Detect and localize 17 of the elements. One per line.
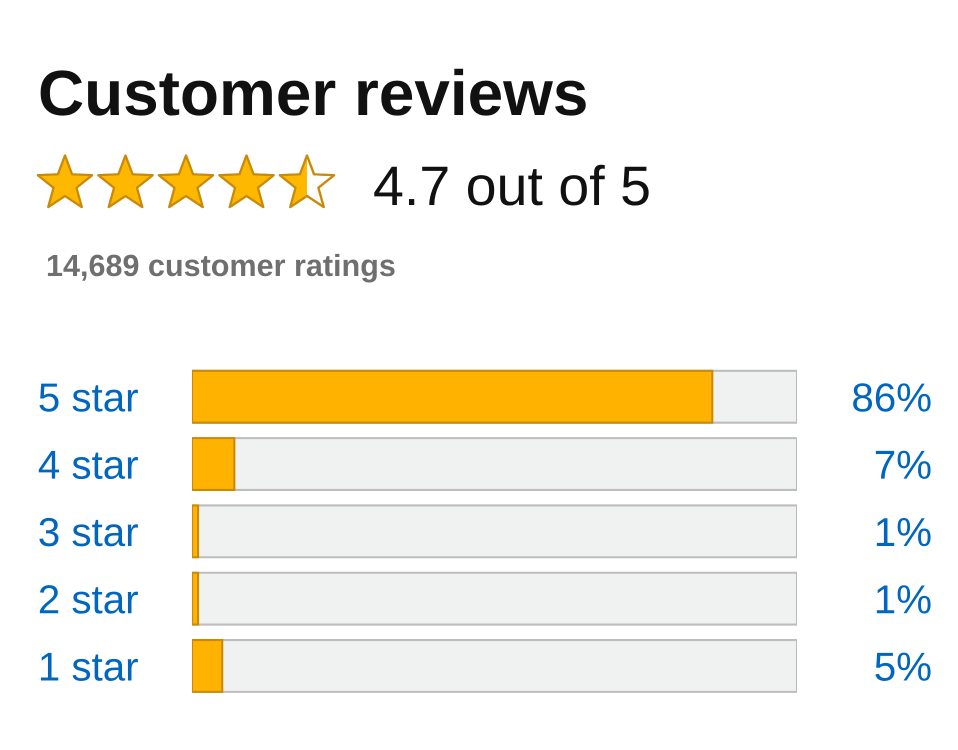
y-tick-label: 3 star [39,518,138,546]
bar [192,504,200,558]
chart-title: Customer reviews [40,68,586,116]
text: 14,689 customer ratings [48,254,395,282]
chart-subtitle: 4.7 out of 5 [374,164,649,206]
y-tick-label: 4 star [38,450,138,480]
data-label: 1% [876,585,931,614]
y-tick-label: 1 star [40,652,138,681]
data-label: 5% [875,652,931,681]
bar [192,638,224,693]
bar [192,437,236,492]
y-tick-label: 2 star [40,585,138,614]
data-label: 7% [876,450,931,479]
data-label: 1% [876,518,931,546]
data-label: 86% [853,383,931,412]
bar [192,572,200,626]
y-tick-label: 5 star [39,384,138,412]
